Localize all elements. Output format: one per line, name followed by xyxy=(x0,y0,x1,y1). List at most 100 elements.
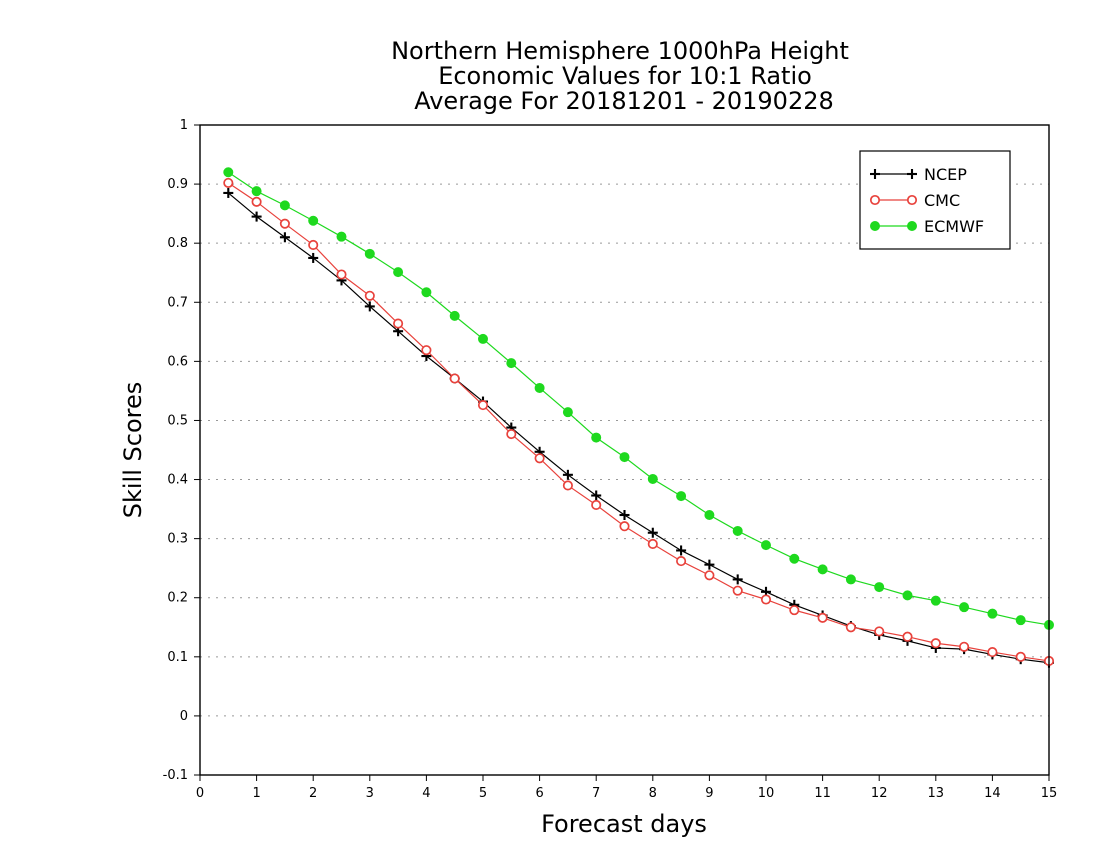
data-point-ecmwf xyxy=(789,553,800,564)
data-point-cmc xyxy=(251,196,262,207)
chart-title-line-1: Northern Hemisphere 1000hPa Height xyxy=(391,37,849,65)
data-point-cmc xyxy=(874,626,885,637)
data-point-cmc xyxy=(619,521,630,532)
legend-marker-ecmwf xyxy=(870,221,880,231)
data-point-cmc xyxy=(393,318,404,329)
chart-title-line-3: Average For 20181201 - 20190228 xyxy=(414,87,834,115)
data-point-ecmwf xyxy=(676,491,687,502)
y-tick-label: 0.6 xyxy=(167,354,188,369)
legend: NCEP CMC ECMWF xyxy=(859,150,1011,250)
legend-marker-cmc xyxy=(906,194,918,206)
y-tick-label: 0.3 xyxy=(167,532,188,547)
data-point-cmc xyxy=(477,400,489,411)
data-point-ecmwf xyxy=(421,287,432,298)
y-tick-label: 0.1 xyxy=(167,650,188,665)
legend-marker-ecmwf xyxy=(907,221,917,231)
data-point-ecmwf xyxy=(223,167,234,178)
x-tick-label: 7 xyxy=(592,786,600,801)
data-point-ecmwf xyxy=(902,590,913,601)
series-layer xyxy=(223,167,1055,668)
data-point-ncep xyxy=(704,559,715,570)
y-tick-label: -0.1 xyxy=(163,768,188,783)
data-point-cmc xyxy=(279,218,290,229)
data-point-cmc xyxy=(959,641,970,652)
legend-marker-cmc xyxy=(869,194,881,206)
data-point-ecmwf xyxy=(845,574,856,585)
y-tick-label: 0 xyxy=(180,709,188,724)
data-point-cmc xyxy=(817,612,828,623)
chart-title-line-2: Economic Values for 10:1 Ratio xyxy=(438,62,812,90)
data-point-cmc xyxy=(534,453,545,464)
x-tick-label: 14 xyxy=(984,786,1001,801)
data-point-ncep xyxy=(591,490,602,501)
data-point-ecmwf xyxy=(336,231,347,242)
y-axis-ticks: -0.1 0 0.1 0.2 0.3 0.4 0.5 0.6 0.7 0.8 0.9 1 xyxy=(163,118,200,783)
data-point-ecmwf xyxy=(987,608,998,619)
y-tick-label: 0.5 xyxy=(167,413,188,428)
y-tick-label: 0.8 xyxy=(167,236,188,251)
y-tick-label: 1 xyxy=(180,118,188,133)
data-point-ncep xyxy=(732,574,743,585)
series-ecmwf xyxy=(223,167,1054,630)
data-point-cmc xyxy=(336,269,347,280)
data-point-cmc xyxy=(902,631,913,642)
data-point-ecmwf xyxy=(817,564,828,575)
data-point-cmc xyxy=(449,373,460,384)
plot-frame xyxy=(199,124,1050,776)
data-point-cmc xyxy=(930,638,941,649)
data-point-ecmwf xyxy=(959,602,970,613)
data-point-ecmwf xyxy=(562,407,573,418)
legend-label-ecmwf: ECMWF xyxy=(924,217,984,236)
data-point-ecmwf xyxy=(619,452,630,463)
data-point-ncep xyxy=(223,187,234,198)
data-point-ecmwf xyxy=(732,525,743,536)
data-point-cmc xyxy=(562,480,573,491)
x-axis-label: Forecast days xyxy=(541,810,707,838)
x-tick-label: 3 xyxy=(366,786,374,801)
x-axis-ticks: 0 1 2 3 4 5 6 7 8 9 10 11 12 13 14 15 xyxy=(196,775,1057,801)
data-point-ecmwf xyxy=(478,333,488,344)
data-point-ncep xyxy=(364,301,375,312)
data-point-cmc xyxy=(421,345,432,356)
x-tick-label: 5 xyxy=(479,786,487,801)
legend-item-ecmwf: ECMWF xyxy=(870,217,984,236)
data-point-cmc xyxy=(845,622,856,633)
x-tick-label: 10 xyxy=(758,786,775,801)
data-point-ecmwf xyxy=(534,382,545,393)
legend-marker-ncep xyxy=(907,169,917,179)
y-tick-label: 0.9 xyxy=(167,177,188,192)
data-point-cmc xyxy=(223,177,234,188)
data-point-ecmwf xyxy=(761,540,771,551)
data-point-ecmwf xyxy=(874,582,885,593)
x-tick-label: 13 xyxy=(928,786,945,801)
data-point-cmc xyxy=(591,499,602,511)
x-tick-label: 15 xyxy=(1041,786,1058,801)
series-cmc xyxy=(223,177,1055,667)
legend-label-ncep: NCEP xyxy=(924,165,967,184)
data-point-cmc xyxy=(987,647,998,658)
chart-title: Northern Hemisphere 1000hPa Height Econo… xyxy=(391,37,849,115)
legend-item-ncep: NCEP xyxy=(870,165,967,184)
x-tick-label: 1 xyxy=(252,786,260,801)
data-point-ecmwf xyxy=(279,200,290,211)
series-line-ncep xyxy=(227,192,1050,664)
data-point-cmc xyxy=(704,570,715,581)
data-point-ncep xyxy=(676,545,687,556)
y-tick-label: 0.7 xyxy=(167,295,188,310)
data-point-ecmwf xyxy=(647,473,658,484)
data-point-ncep xyxy=(619,510,630,520)
legend-label-cmc: CMC xyxy=(924,191,960,210)
data-point-ncep xyxy=(279,232,290,243)
data-point-cmc xyxy=(308,239,319,251)
x-tick-label: 12 xyxy=(871,786,888,801)
data-point-ecmwf xyxy=(930,595,941,606)
data-point-cmc xyxy=(647,538,658,550)
x-tick-label: 4 xyxy=(422,786,430,801)
data-point-cmc xyxy=(789,605,800,616)
data-point-cmc xyxy=(732,585,743,596)
data-point-ecmwf xyxy=(251,186,262,197)
data-point-ecmwf xyxy=(506,358,517,369)
data-point-cmc xyxy=(760,594,772,605)
